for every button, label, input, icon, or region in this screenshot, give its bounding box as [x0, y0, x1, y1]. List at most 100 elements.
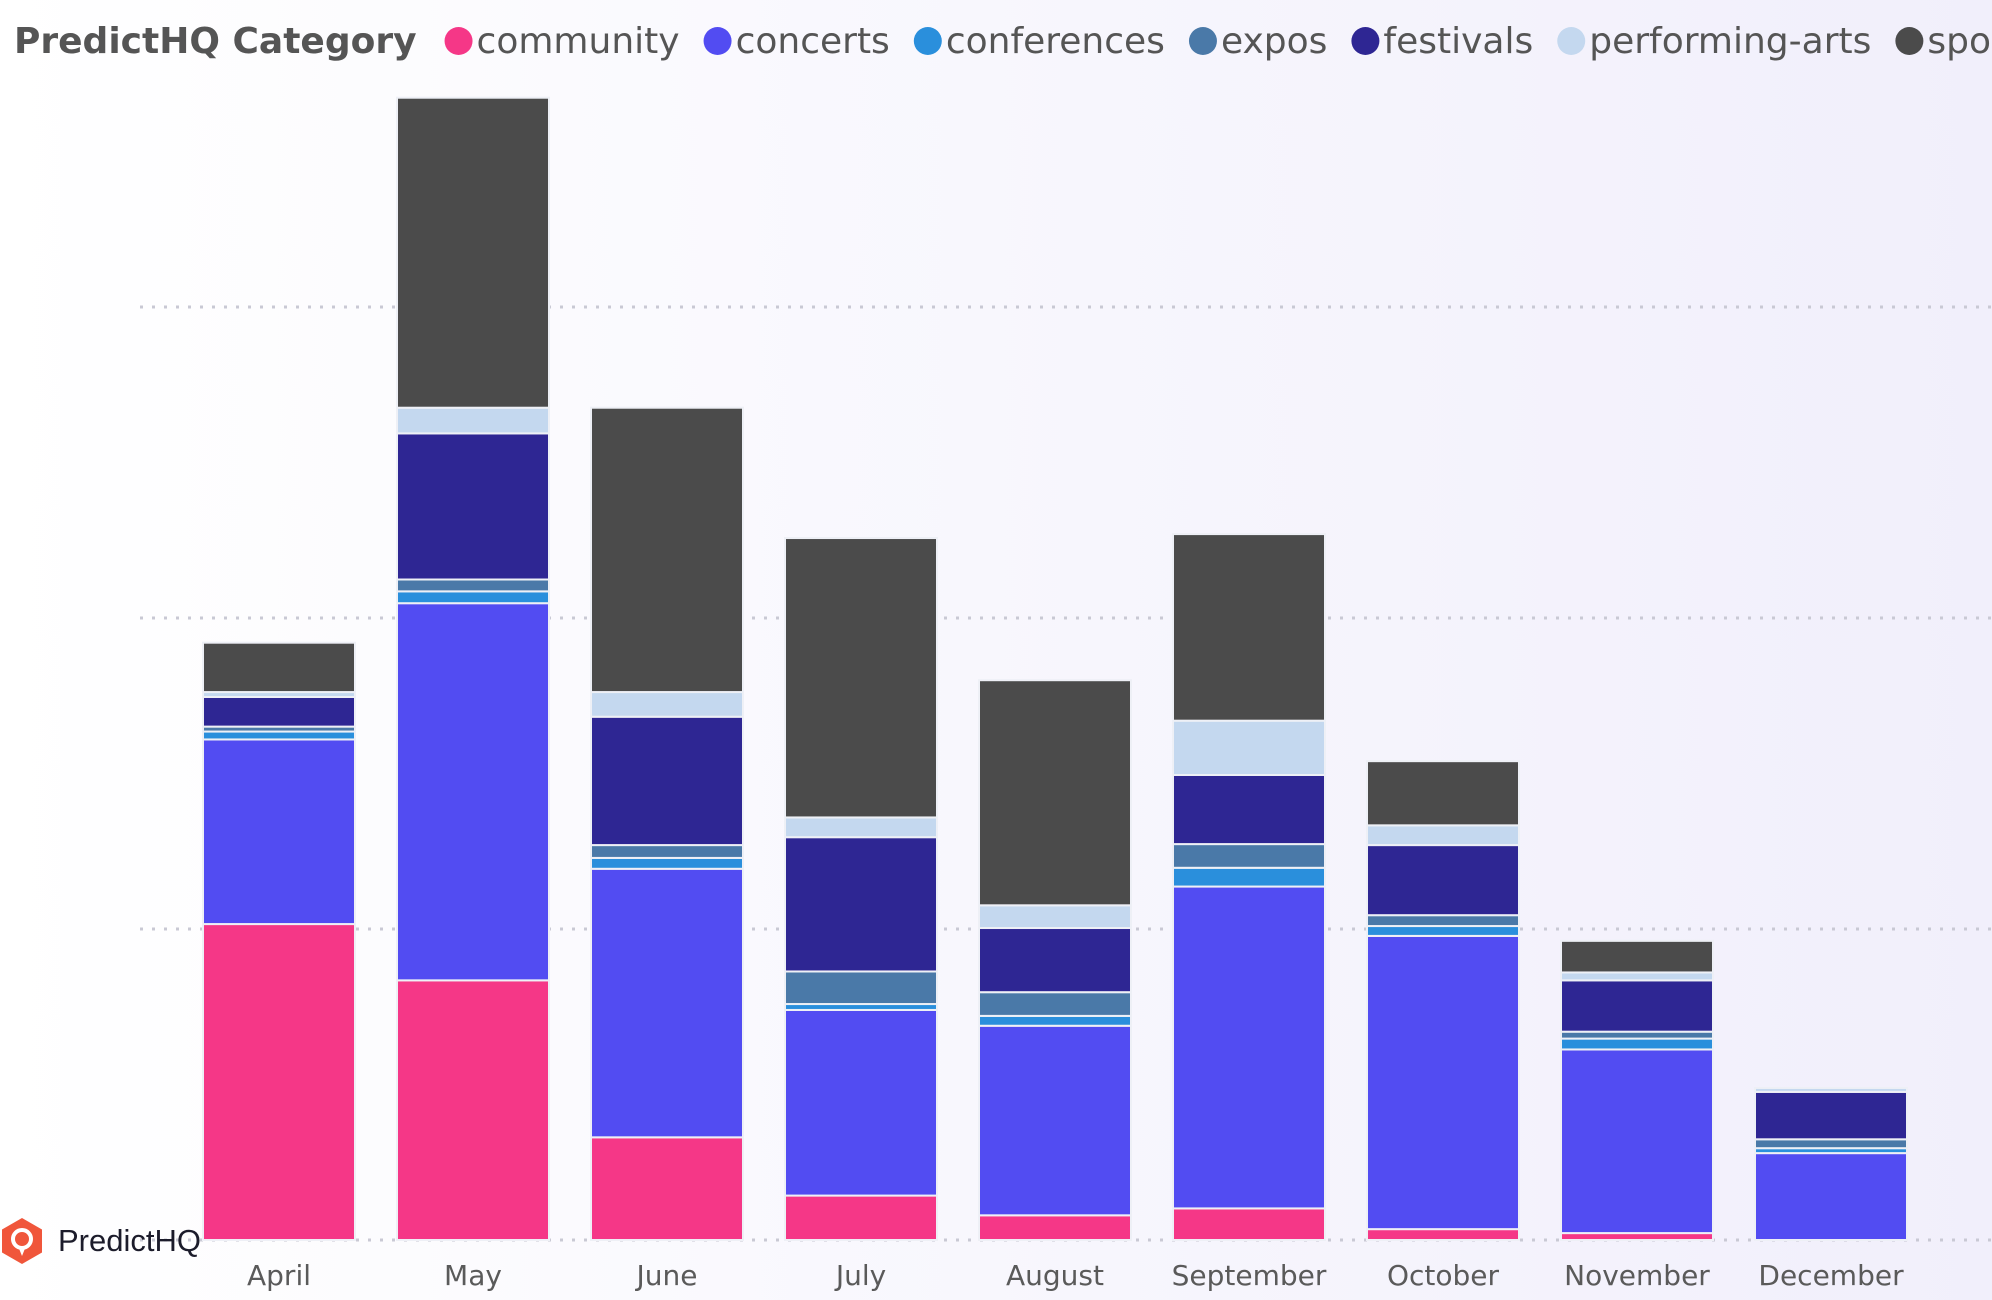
bar-segment-expos[interactable] — [1754, 1138, 1908, 1150]
bar-may[interactable] — [396, 96, 550, 1241]
legend-swatch — [913, 27, 942, 55]
x-tick-label: October — [1387, 1259, 1500, 1292]
bar-segment-expos[interactable] — [1560, 1030, 1714, 1040]
bar-segment-festivals[interactable] — [590, 715, 744, 847]
bar-segment-performing-arts[interactable] — [396, 406, 550, 435]
legend-item-community[interactable]: community — [444, 21, 680, 62]
legend-label: conferences — [946, 21, 1165, 62]
x-tick-label: August — [1006, 1259, 1104, 1292]
bar-segment-festivals[interactable] — [1754, 1090, 1908, 1141]
bar-october[interactable] — [1366, 760, 1520, 1241]
bar-segment-conferences[interactable] — [202, 730, 356, 741]
legend-label: concerts — [736, 21, 890, 62]
bar-segment-sports[interactable] — [202, 641, 356, 694]
legend-swatch — [1351, 27, 1380, 55]
legend-item-concerts[interactable]: concerts — [703, 21, 890, 62]
bar-segment-sports[interactable] — [1366, 760, 1520, 827]
bar-segment-festivals[interactable] — [1366, 844, 1520, 917]
bar-segment-expos[interactable] — [978, 991, 1132, 1017]
bar-segment-community[interactable] — [978, 1214, 1132, 1241]
bar-segment-performing-arts[interactable] — [1172, 719, 1326, 776]
bar-segment-performing-arts[interactable] — [1560, 971, 1714, 982]
legend-label: expos — [1221, 21, 1327, 62]
bar-segment-community[interactable] — [202, 923, 356, 1241]
bar-segment-performing-arts[interactable] — [590, 691, 744, 718]
bar-segment-community[interactable] — [1560, 1232, 1714, 1242]
bar-november[interactable] — [1560, 939, 1714, 1242]
legend-item-expos[interactable]: expos — [1188, 21, 1327, 62]
bar-segment-sports[interactable] — [1560, 939, 1714, 974]
bar-segment-community[interactable] — [590, 1136, 744, 1241]
brand-name: PredictHQ — [58, 1223, 201, 1258]
bar-segment-concerts[interactable] — [1560, 1048, 1714, 1235]
bar-segment-community[interactable] — [1366, 1228, 1520, 1241]
x-tick-label: September — [1172, 1259, 1327, 1292]
bar-segment-expos[interactable] — [784, 970, 938, 1006]
x-axis-ticks: April May June July August September October No… — [247, 1259, 1904, 1292]
bar-segment-concerts[interactable] — [396, 602, 550, 982]
bar-segment-expos[interactable] — [590, 844, 744, 859]
bar-segment-concerts[interactable] — [1172, 885, 1326, 1210]
bar-segment-sports[interactable] — [590, 406, 744, 694]
bar-segment-concerts[interactable] — [978, 1024, 1132, 1217]
legend-swatch — [1188, 27, 1217, 55]
bars — [202, 96, 1908, 1242]
legend-item-sports[interactable]: sports — [1895, 21, 1992, 62]
x-tick-label: November — [1564, 1259, 1710, 1292]
legend-label: festivals — [1383, 21, 1533, 62]
bar-segment-sports[interactable] — [978, 679, 1132, 907]
bar-segment-concerts[interactable] — [590, 867, 744, 1139]
bar-august[interactable] — [978, 679, 1132, 1241]
bar-segment-performing-arts[interactable] — [1754, 1086, 1908, 1093]
legend-label: performing-arts — [1589, 21, 1871, 62]
bar-segment-expos[interactable] — [1172, 843, 1326, 869]
brand-logo: PredictHQ — [0, 1216, 201, 1266]
legend-label: sports — [1927, 21, 1992, 62]
bar-segment-community[interactable] — [396, 979, 550, 1241]
bar-segment-festivals[interactable] — [978, 927, 1132, 994]
bar-segment-concerts[interactable] — [784, 1008, 938, 1197]
bar-segment-conferences[interactable] — [1172, 866, 1326, 888]
predicthq-logo-icon — [2, 1218, 42, 1264]
bar-segment-festivals[interactable] — [202, 695, 356, 728]
bar-april[interactable] — [202, 641, 356, 1241]
x-tick-label: December — [1758, 1259, 1904, 1292]
bar-december[interactable] — [1754, 1086, 1908, 1242]
legend-item-conferences[interactable]: conferences — [913, 21, 1165, 62]
bar-segment-conferences[interactable] — [978, 1014, 1132, 1027]
bar-july[interactable] — [784, 537, 938, 1241]
bar-segment-performing-arts[interactable] — [978, 904, 1132, 930]
bar-segment-sports[interactable] — [784, 537, 938, 819]
x-tick-label: June — [635, 1259, 698, 1292]
bar-segment-festivals[interactable] — [396, 432, 550, 581]
bar-segment-performing-arts[interactable] — [1366, 824, 1520, 847]
bar-segment-concerts[interactable] — [202, 738, 356, 926]
legend-swatch — [1557, 27, 1586, 55]
bar-segment-conferences[interactable] — [396, 590, 550, 605]
legend-item-festivals[interactable]: festivals — [1351, 21, 1533, 62]
bar-segment-expos[interactable] — [1366, 914, 1520, 928]
bar-segment-sports[interactable] — [396, 96, 550, 409]
x-tick-label: July — [834, 1259, 886, 1292]
bar-segment-festivals[interactable] — [1172, 773, 1326, 846]
bar-segment-performing-arts[interactable] — [784, 816, 938, 839]
bar-segment-festivals[interactable] — [784, 836, 938, 973]
legend-swatch — [703, 27, 732, 55]
legend-swatch — [444, 27, 473, 55]
bar-segment-concerts[interactable] — [1754, 1152, 1908, 1242]
bar-segment-conferences[interactable] — [1366, 925, 1520, 937]
bar-segment-sports[interactable] — [1172, 533, 1326, 722]
legend-title: PredictHQ Category — [14, 21, 417, 62]
bar-september[interactable] — [1172, 533, 1326, 1241]
bar-segment-community[interactable] — [784, 1194, 938, 1241]
bar-segment-concerts[interactable] — [1366, 934, 1520, 1231]
bar-june[interactable] — [590, 406, 744, 1241]
legend-item-performing-arts[interactable]: performing-arts — [1557, 21, 1871, 62]
legend-swatch — [1895, 27, 1924, 55]
bar-segment-conferences[interactable] — [1560, 1037, 1714, 1051]
bar-segment-conferences[interactable] — [590, 856, 744, 870]
bar-segment-festivals[interactable] — [1560, 979, 1714, 1033]
bar-segment-community[interactable] — [1172, 1207, 1326, 1241]
bar-segment-expos[interactable] — [396, 578, 550, 593]
